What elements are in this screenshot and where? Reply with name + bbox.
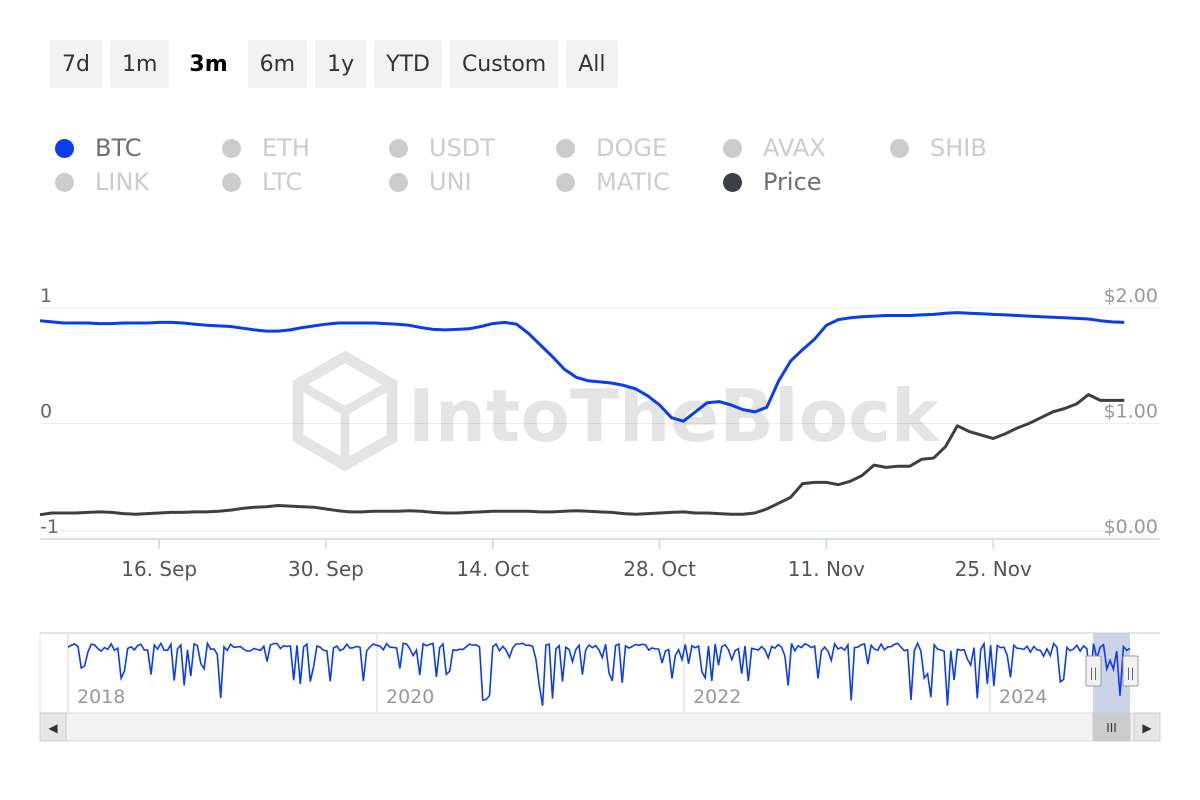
legend-label-doge: DOGE	[596, 134, 668, 162]
legend-item-btc[interactable]: BTC	[55, 133, 222, 163]
legend-item-uni[interactable]: UNI	[389, 167, 556, 197]
legend-marker-usdt	[389, 138, 408, 158]
legend-label-matic: MATIC	[596, 168, 670, 196]
legend-item-avax[interactable]: AVAX	[723, 133, 890, 163]
x-tick-label: 28. Oct	[623, 557, 696, 581]
legend-marker-doge	[556, 138, 575, 158]
y-axis-left: 1 0 -1	[40, 285, 59, 538]
x-axis: 16. Sep 30. Sep 14. Oct 28. Oct 11. Nov 25. N…	[121, 539, 1032, 581]
navigator-handle-right[interactable]: ||	[1122, 655, 1139, 687]
scrollbar-right-button[interactable]	[1133, 712, 1161, 742]
legend-marker-eth	[222, 138, 241, 158]
scrollbar-thumb[interactable]	[1092, 712, 1131, 742]
legend-label-eth: ETH	[262, 134, 310, 162]
range-button-ytd[interactable]: YTD	[374, 40, 442, 88]
navigator-year-label: 2022	[693, 686, 741, 708]
legend-marker-ltc	[222, 172, 241, 192]
series-line-btc[interactable]	[39, 311, 1125, 423]
scrollbar-thumb-grip-icon: III	[1106, 721, 1117, 735]
range-button-7d[interactable]: 7d	[50, 40, 102, 88]
navigator-handle-right-grip-icon: ||	[1126, 666, 1134, 680]
scroll-right-arrow-icon: ▶	[1142, 721, 1152, 735]
range-button-custom[interactable]: Custom	[449, 40, 559, 88]
range-button-3m[interactable]: 3m	[177, 40, 240, 88]
series-line-price[interactable]	[39, 393, 1125, 517]
scrollbar-track[interactable]	[39, 712, 1161, 742]
y-left-tick-label: 0	[40, 401, 52, 423]
legend-item-eth[interactable]: ETH	[222, 133, 389, 163]
range-button-1m[interactable]: 1m	[109, 40, 170, 88]
legend-label-ltc: LTC	[262, 168, 303, 196]
navigator-year-label: 2020	[386, 686, 434, 708]
x-tick-label: 30. Sep	[288, 557, 364, 581]
y-right-tick-label: $0.00	[1104, 516, 1158, 538]
legend-item-usdt[interactable]: USDT	[389, 133, 556, 163]
navigator-handle-left-box	[1085, 655, 1102, 687]
legend-label-price: Price	[763, 168, 822, 196]
legend-label-btc: BTC	[95, 134, 142, 162]
legend-label-avax: AVAX	[763, 134, 826, 162]
x-tick-label: 11. Nov	[788, 557, 865, 581]
legend-label-usdt: USDT	[429, 134, 495, 162]
range-button-1y[interactable]: 1y	[315, 40, 367, 88]
chart-legend: BTC ETH USDT DOGE AVAX SHIB LINK LTC UNI…	[55, 133, 1057, 197]
legend-marker-price	[723, 172, 742, 192]
y-right-tick-label: $2.00	[1104, 285, 1158, 307]
x-tick-label: 16. Sep	[121, 557, 197, 581]
range-button-6m[interactable]: 6m	[247, 40, 308, 88]
navigator-year-label: 2024	[999, 686, 1047, 708]
grid-lines	[40, 307, 1160, 532]
watermark-logo-inner-icon	[295, 380, 395, 417]
legend-marker-link	[55, 172, 74, 192]
legend-item-shib[interactable]: SHIB	[890, 133, 1057, 163]
legend-marker-matic	[556, 172, 575, 192]
legend-item-doge[interactable]: DOGE	[556, 133, 723, 163]
navigator-year-label: 2018	[77, 686, 125, 708]
legend-label-uni: UNI	[429, 168, 472, 196]
scroll-left-arrow-icon: ◀	[48, 721, 58, 735]
y-left-tick-label: 1	[40, 285, 52, 307]
navigator: 2018 2020 2022 2024 || || ◀ III ▶	[39, 632, 1161, 742]
range-selector: 7d 1m 3m 6m 1y YTD Custom All	[50, 40, 618, 88]
navigator-handle-left-grip-icon: ||	[1089, 666, 1097, 680]
navigator-handle-right-box	[1122, 655, 1139, 687]
main-chart: IntoTheBlock 1 0 -1 $2.00 $1.00 $0.00 16. Se…	[39, 285, 1160, 581]
scrollbar-left-button[interactable]	[39, 712, 67, 742]
legend-marker-uni	[389, 172, 408, 192]
legend-item-price[interactable]: Price	[723, 167, 890, 197]
watermark-logo-icon	[292, 350, 398, 472]
legend-marker-shib	[890, 138, 909, 158]
legend-marker-btc	[55, 138, 74, 158]
navigator-handle-left[interactable]: ||	[1085, 655, 1102, 687]
legend-item-ltc[interactable]: LTC	[222, 167, 389, 197]
legend-label-shib: SHIB	[930, 134, 987, 162]
legend-marker-avax	[723, 138, 742, 158]
legend-item-matic[interactable]: MATIC	[556, 167, 723, 197]
y-axis-right: $2.00 $1.00 $0.00	[1104, 285, 1158, 538]
navigator-year-labels: 2018 2020 2022 2024	[77, 686, 1047, 708]
range-button-all[interactable]: All	[566, 40, 618, 88]
watermark: IntoTheBlock	[292, 350, 941, 472]
navigator-series-line	[67, 640, 1131, 706]
legend-item-link[interactable]: LINK	[55, 167, 222, 197]
legend-label-link: LINK	[95, 168, 150, 196]
y-right-tick-label: $1.00	[1104, 401, 1158, 423]
y-left-tick-label: -1	[40, 516, 59, 538]
x-tick-label: 14. Oct	[456, 557, 529, 581]
x-tick-label: 25. Nov	[955, 557, 1032, 581]
watermark-text: IntoTheBlock	[408, 374, 941, 458]
